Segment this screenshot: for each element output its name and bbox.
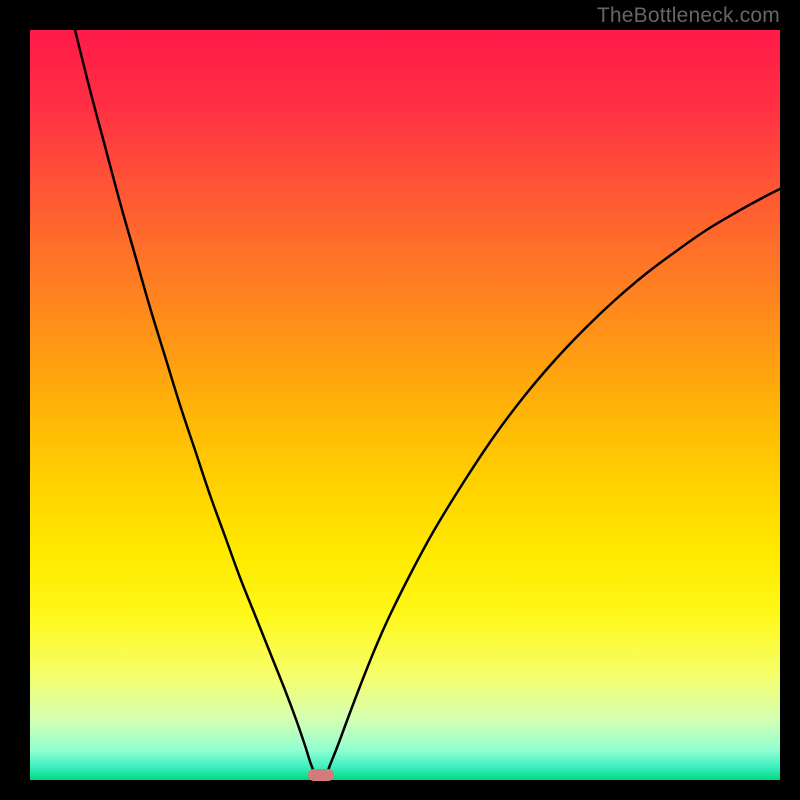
bottleneck-curve (30, 30, 780, 780)
plot-area (30, 30, 780, 780)
watermark-text: TheBottleneck.com (597, 4, 780, 28)
chart-container: TheBottleneck.com (0, 0, 800, 800)
optimal-marker (308, 769, 334, 781)
